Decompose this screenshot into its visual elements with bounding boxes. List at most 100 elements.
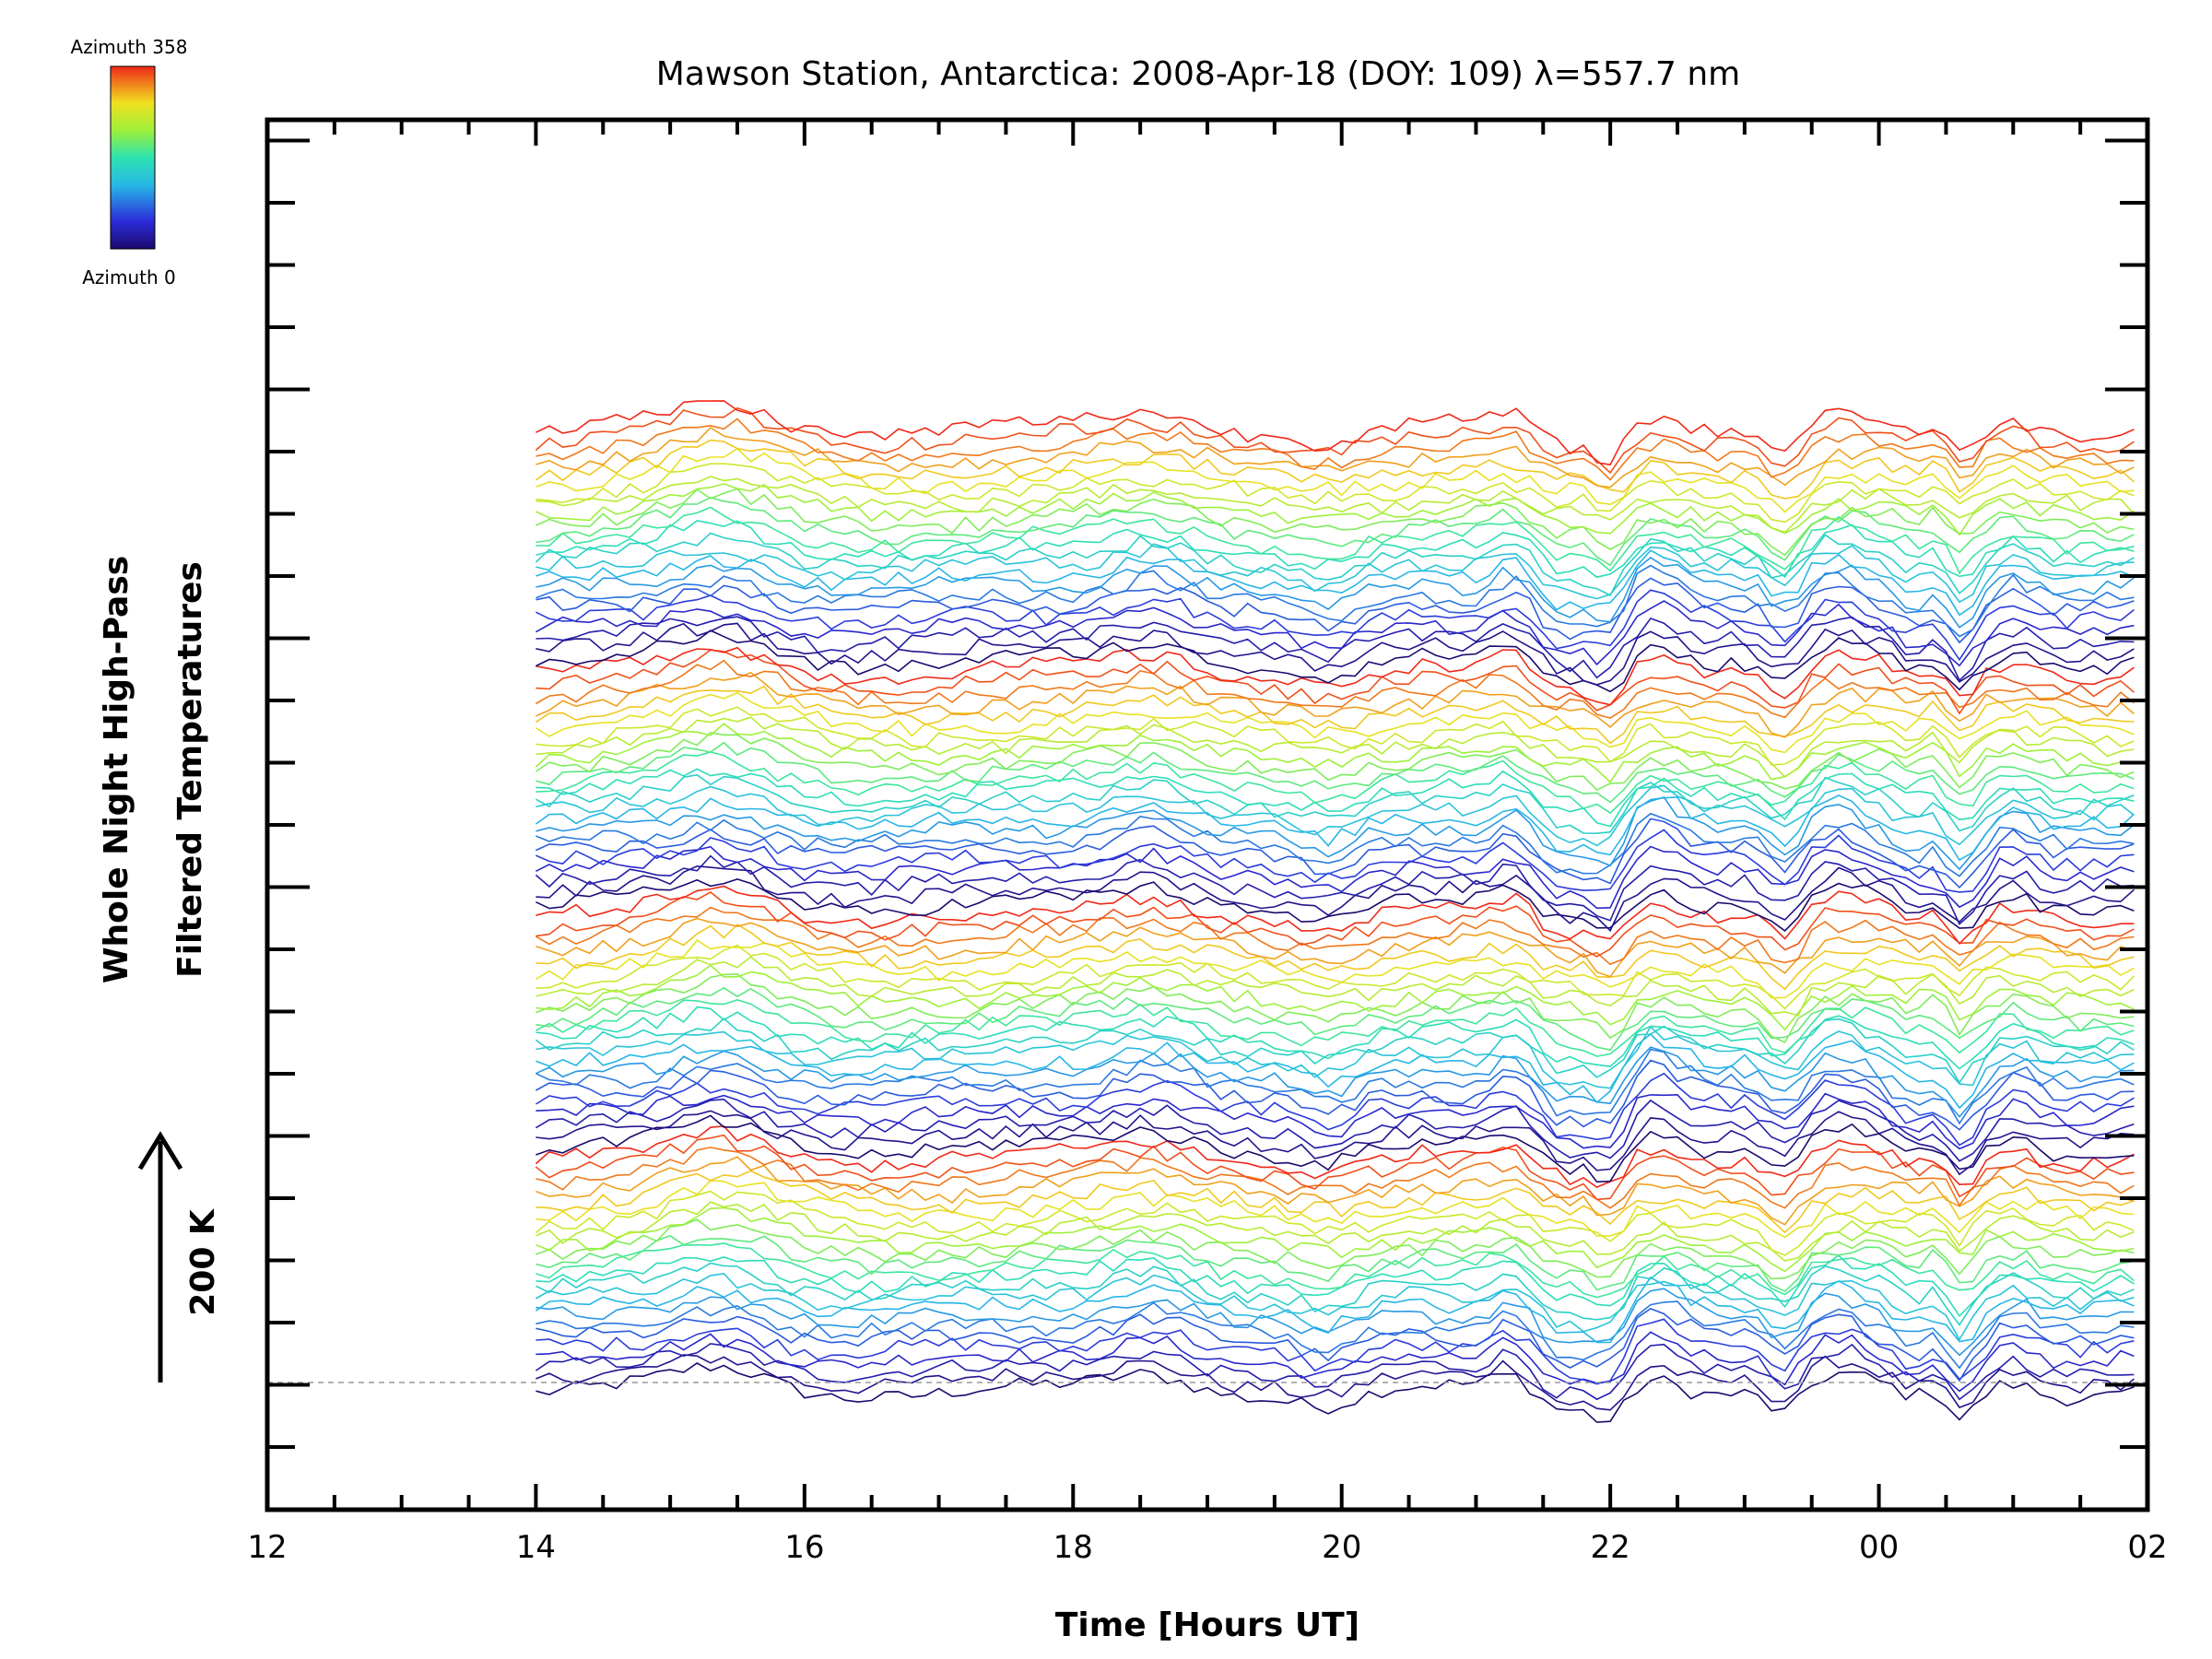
series-line — [535, 1147, 2135, 1209]
series-line — [535, 1343, 2135, 1401]
chart-title: Mawson Station, Antarctica: 2008-Apr-18 … — [656, 55, 1740, 93]
series-line — [535, 741, 2135, 804]
series-line — [535, 829, 2135, 893]
series-line — [535, 685, 2135, 745]
x-tick-labels: 12 14 16 18 20 22 00 02 — [247, 1529, 2167, 1566]
series-line — [535, 532, 2135, 596]
series-line — [535, 1354, 2135, 1411]
series-line — [535, 865, 2135, 933]
colorbar-top-label: Azimuth 358 — [71, 36, 188, 58]
x-tick-label: 14 — [516, 1529, 556, 1566]
series-line — [535, 629, 2135, 693]
series-line — [535, 1170, 2135, 1234]
series-line — [535, 1072, 2135, 1147]
series-line — [535, 812, 2135, 877]
series-line — [535, 878, 2135, 932]
series-line — [535, 616, 2135, 682]
series-line — [535, 418, 2135, 481]
series-line — [535, 854, 2135, 925]
series-line — [535, 885, 2135, 945]
series-line — [535, 1156, 2135, 1226]
series-line — [535, 891, 2135, 958]
series-line — [535, 406, 2135, 475]
series-line — [535, 564, 2135, 638]
series-line — [535, 1092, 2135, 1150]
series-line — [535, 691, 2135, 754]
series-line — [535, 1048, 2135, 1125]
series-line — [535, 956, 2135, 1017]
series-line — [535, 1201, 2135, 1262]
x-tick-label: 20 — [1322, 1529, 1361, 1566]
series-line — [535, 506, 2135, 575]
series-line — [535, 1362, 2135, 1423]
series-line — [535, 1234, 2135, 1293]
series-line — [535, 796, 2135, 871]
series-line — [535, 557, 2135, 629]
y-axis-label-line2: Filtered Temperatures — [171, 561, 209, 978]
series-line — [535, 768, 2135, 828]
series-line — [535, 731, 2135, 792]
series-line — [535, 1025, 2135, 1089]
series-line — [535, 520, 2135, 579]
x-axis-label: Time [Hours UT] — [1055, 1606, 1359, 1644]
series-line — [535, 784, 2135, 847]
series-line — [535, 1288, 2135, 1357]
scale-label: 200 K — [184, 1208, 222, 1316]
series-line — [535, 1134, 2135, 1201]
x-tick-label: 18 — [1053, 1529, 1093, 1566]
series-line — [535, 1218, 2135, 1280]
series-line — [535, 549, 2135, 617]
series-line — [535, 589, 2135, 662]
series-line — [535, 999, 2135, 1057]
series-line — [535, 1300, 2135, 1370]
scale-arrow-head — [137, 1131, 183, 1171]
series-line — [535, 1098, 2135, 1162]
series-line — [535, 751, 2135, 815]
series-line — [535, 483, 2135, 536]
x-tick-label: 00 — [1859, 1529, 1899, 1566]
series-line — [535, 447, 2135, 513]
series-line — [535, 1276, 2135, 1344]
series-line — [535, 577, 2135, 644]
x-tick-label: 22 — [1591, 1529, 1630, 1566]
series-line — [535, 646, 2135, 706]
colorbar — [110, 65, 156, 250]
series-line — [535, 659, 2135, 719]
x-tick-label: 16 — [784, 1529, 824, 1566]
x-tick-label: 02 — [2127, 1529, 2167, 1566]
series-line — [535, 622, 2135, 686]
series-line — [535, 1206, 2135, 1273]
series-line — [535, 497, 2135, 567]
x-tick-label: 12 — [247, 1529, 287, 1566]
series-line — [535, 1124, 2135, 1189]
series-line — [535, 1272, 2135, 1342]
series-line — [535, 939, 2135, 999]
series-line — [535, 1059, 2135, 1131]
series-line — [535, 543, 2135, 604]
series-line — [535, 1331, 2135, 1393]
series-lines — [535, 400, 2135, 1423]
series-line — [535, 794, 2135, 862]
series-line — [535, 600, 2135, 667]
series-line — [535, 1114, 2135, 1183]
series-line — [535, 1006, 2135, 1070]
series-line — [535, 1318, 2135, 1385]
series-line — [535, 488, 2135, 557]
series-line — [535, 1242, 2135, 1299]
series-line — [535, 476, 2135, 534]
series-line — [535, 917, 2135, 978]
series-line — [535, 716, 2135, 778]
series-line — [535, 1110, 2135, 1176]
colorbar-bottom-label: Azimuth 0 — [82, 266, 176, 288]
y-axis-label-line1: Whole Night High-Pass — [98, 556, 135, 983]
series-line — [535, 944, 2135, 1010]
series-line — [535, 964, 2135, 1031]
series-line — [535, 706, 2135, 766]
series-line — [535, 906, 2135, 966]
series-line — [535, 972, 2135, 1043]
series-line — [535, 426, 2135, 488]
series-line — [535, 439, 2135, 500]
series-line — [535, 1253, 2135, 1318]
series-line — [535, 463, 2135, 524]
